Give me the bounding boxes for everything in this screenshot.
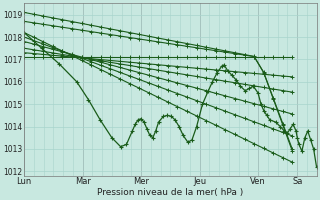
X-axis label: Pression niveau de la mer( hPa ): Pression niveau de la mer( hPa ) bbox=[97, 188, 244, 197]
